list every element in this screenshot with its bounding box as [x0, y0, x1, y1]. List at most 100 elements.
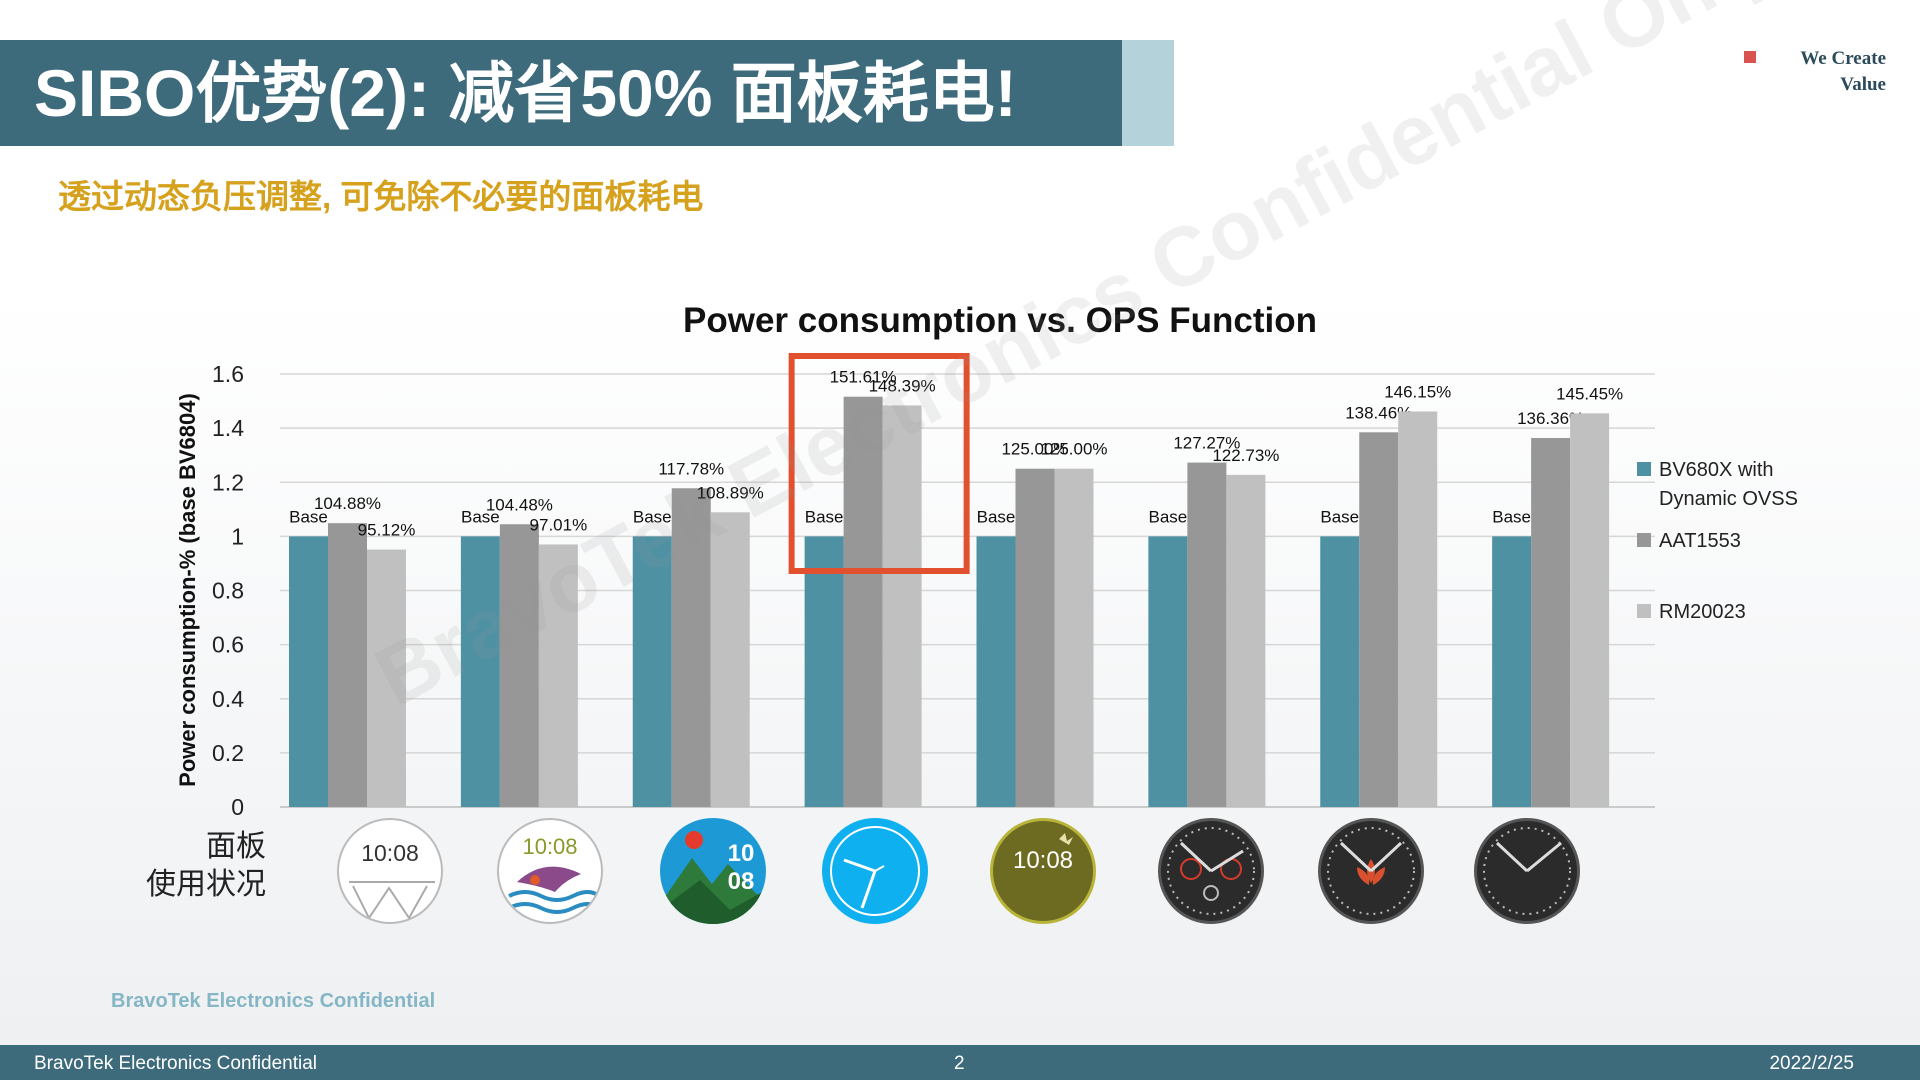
brand-square-icon: [1744, 51, 1756, 63]
bar: [1492, 536, 1532, 807]
y-tick-label: 0.8: [212, 578, 244, 604]
bar: [367, 549, 406, 807]
analog-hands-icon: [830, 826, 920, 916]
data-label: 151.61%: [830, 368, 897, 387]
bar: [671, 488, 711, 807]
bar: [1359, 432, 1399, 807]
y-tick-label: 1.4: [212, 415, 244, 441]
analog-hands-icon: [1483, 827, 1571, 915]
footer-bar: BravoTek Electronics Confidential 2 2022…: [0, 1045, 1920, 1080]
dark-gauge-face: [1158, 818, 1264, 924]
confidential-note: BravoTek Electronics Confidential: [111, 990, 436, 1012]
y-axis-label: Power consumption-% (base BV6804): [175, 393, 200, 787]
legend-label-line: BV680X with: [1659, 459, 1774, 481]
data-label: 104.88%: [314, 494, 381, 513]
bar: [328, 523, 367, 807]
bar: [1531, 437, 1571, 807]
legend-swatch: [1637, 533, 1651, 547]
bar: [804, 536, 844, 807]
bar: [1226, 474, 1266, 807]
white-line-face: 10:08: [337, 818, 443, 924]
bar: [1148, 536, 1188, 807]
dolphin-face: 10:08: [497, 818, 603, 924]
butterfly-icon: [1059, 833, 1073, 845]
data-label: 146.15%: [1384, 382, 1451, 401]
data-label: Base: [1149, 507, 1188, 526]
data-label: 125.00%: [1040, 440, 1107, 459]
slide-title: SIBO优势(2): 减省50% 面板耗电!: [34, 56, 1017, 130]
data-label: Base: [805, 507, 844, 526]
bar: [1054, 468, 1094, 807]
data-label: 138.46%: [1345, 403, 1412, 422]
bar: [289, 536, 328, 807]
dolphin-face-time: 10:08: [522, 834, 578, 859]
watch-face-row: 10:08 10:08 10 08 10:08: [0, 816, 1920, 926]
y-tick-label: 1.6: [212, 361, 244, 387]
data-label: 108.89%: [697, 483, 764, 502]
dark-analog-face: [1474, 818, 1580, 924]
panel-usage-label: 面板 使用状况: [140, 828, 266, 904]
data-label: 122.73%: [1212, 446, 1279, 465]
brand-line-1: We Create: [1800, 48, 1886, 69]
mountain-face: 10 08: [660, 818, 766, 924]
olive-digital-face: 10:08: [990, 818, 1096, 924]
olive-face-time: 10:08: [1012, 847, 1074, 874]
bar: [460, 536, 500, 807]
bar: [1015, 468, 1055, 807]
legend-swatch: [1637, 604, 1651, 618]
data-label: 95.12%: [358, 521, 416, 540]
data-label: Base: [1320, 507, 1359, 526]
legend-label: RM20023: [1659, 601, 1746, 623]
data-label: Base: [289, 507, 328, 526]
gauge-icon: [1167, 827, 1255, 915]
data-label: Base: [633, 507, 672, 526]
blue-analog-face: [822, 818, 928, 924]
bar: [1570, 413, 1610, 807]
bar: [710, 512, 750, 807]
legend-label-line: Dynamic OVSS: [1659, 488, 1798, 510]
title-bar: [0, 40, 1122, 146]
bar: [882, 405, 922, 807]
chart-title: Power consumption vs. OPS Function: [683, 301, 1317, 340]
y-tick-label: 0.2: [212, 740, 244, 766]
panel-label-line-1: 面板: [206, 829, 266, 864]
y-tick-label: 0.6: [212, 632, 244, 658]
data-label: 145.45%: [1556, 384, 1623, 403]
y-tick-label: 0.4: [212, 686, 244, 712]
line-pattern-icon: [349, 881, 435, 920]
data-label: 125.00%: [1001, 440, 1068, 459]
data-label: Base: [977, 507, 1016, 526]
title-accent: [1122, 40, 1174, 146]
page-number: 2: [954, 1053, 965, 1074]
bar: [976, 536, 1016, 807]
dark-lotus-face: [1318, 818, 1424, 924]
lotus-icon: [1327, 827, 1415, 915]
data-label: 127.27%: [1173, 434, 1240, 453]
bar: [1398, 411, 1438, 807]
dolphin-icon: [508, 866, 601, 914]
mountain-icon: [660, 831, 766, 924]
y-tick-label: 0: [231, 794, 244, 820]
bar: [1187, 462, 1227, 807]
data-label: 97.01%: [530, 515, 588, 534]
data-label: 136.36%: [1517, 409, 1584, 428]
brand-tagline: We Create Value: [1800, 46, 1886, 98]
y-tick-label: 1.2: [212, 469, 244, 495]
data-label: 148.39%: [869, 376, 936, 395]
legend-label: AAT1553: [1659, 530, 1741, 552]
footer-date: 2022/2/25: [1769, 1053, 1854, 1074]
data-label: 104.48%: [486, 495, 553, 514]
mountain-face-minute: 08: [727, 868, 755, 895]
y-tick-label: 1: [231, 523, 244, 549]
data-label: Base: [1492, 507, 1531, 526]
slide-subtitle: 透过动态负压调整, 可免除不必要的面板耗电: [58, 178, 704, 215]
data-label: Base: [461, 507, 500, 526]
white-face-time: 10:08: [361, 840, 419, 866]
bar: [632, 536, 672, 807]
brand-line-2: Value: [1840, 74, 1886, 95]
panel-label-line-2: 使用状况: [146, 867, 266, 902]
bar-chart: Power consumption vs. OPS Function 0 0.2 0.…: [175, 301, 1798, 820]
bar: [1320, 536, 1360, 807]
bar: [499, 524, 539, 807]
bar: [538, 544, 578, 807]
